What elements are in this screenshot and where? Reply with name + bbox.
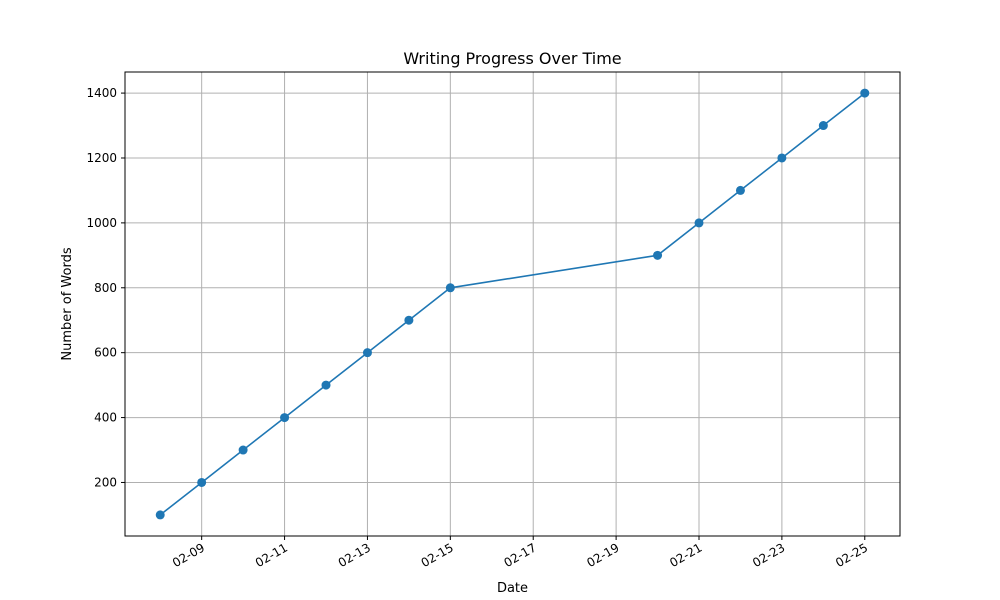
x-tick-label: 02-19 [584,540,621,570]
grid [125,72,900,536]
y-tick-label: 1000 [86,216,117,230]
plot-frame [124,71,901,537]
x-tick-label: 02-17 [502,540,539,570]
x-tick-label: 02-21 [667,540,704,570]
chart-title: Writing Progress Over Time [403,49,621,68]
x-tick-label: 02-13 [336,540,373,570]
y-tick-label: 1400 [86,86,117,100]
y-axis-label: Number of Words [60,247,75,360]
y-tick-label: 600 [94,346,117,360]
y-tick-label: 1200 [86,151,117,165]
data-point [777,153,787,163]
x-tick-label: 02-09 [170,540,207,570]
y-tick-label: 800 [94,281,117,295]
data-point [445,283,455,293]
data-point [818,121,828,131]
x-tick-label: 02-23 [750,540,787,570]
data-point [280,413,290,423]
data-point [155,510,165,520]
data-point [694,218,704,228]
y-tick-label: 400 [94,411,117,425]
series-line [159,92,866,516]
data-point [860,88,870,98]
x-tick-label: 02-25 [833,540,870,570]
series-layer [155,88,870,520]
data-point [238,445,248,455]
data-point [653,250,663,260]
x-tick-label: 02-11 [253,540,290,570]
y-tick-label: 200 [94,475,117,489]
ticks: 02-09 02-11 02-13 02-15 02-17 02-19 02-21 02-23… [86,86,870,570]
data-point [404,315,414,325]
x-tick-label: 02-15 [419,540,456,570]
data-point [735,185,745,195]
x-axis-label: Date [497,581,528,596]
data-point [197,477,207,487]
data-point [321,380,331,390]
data-point [362,348,372,358]
